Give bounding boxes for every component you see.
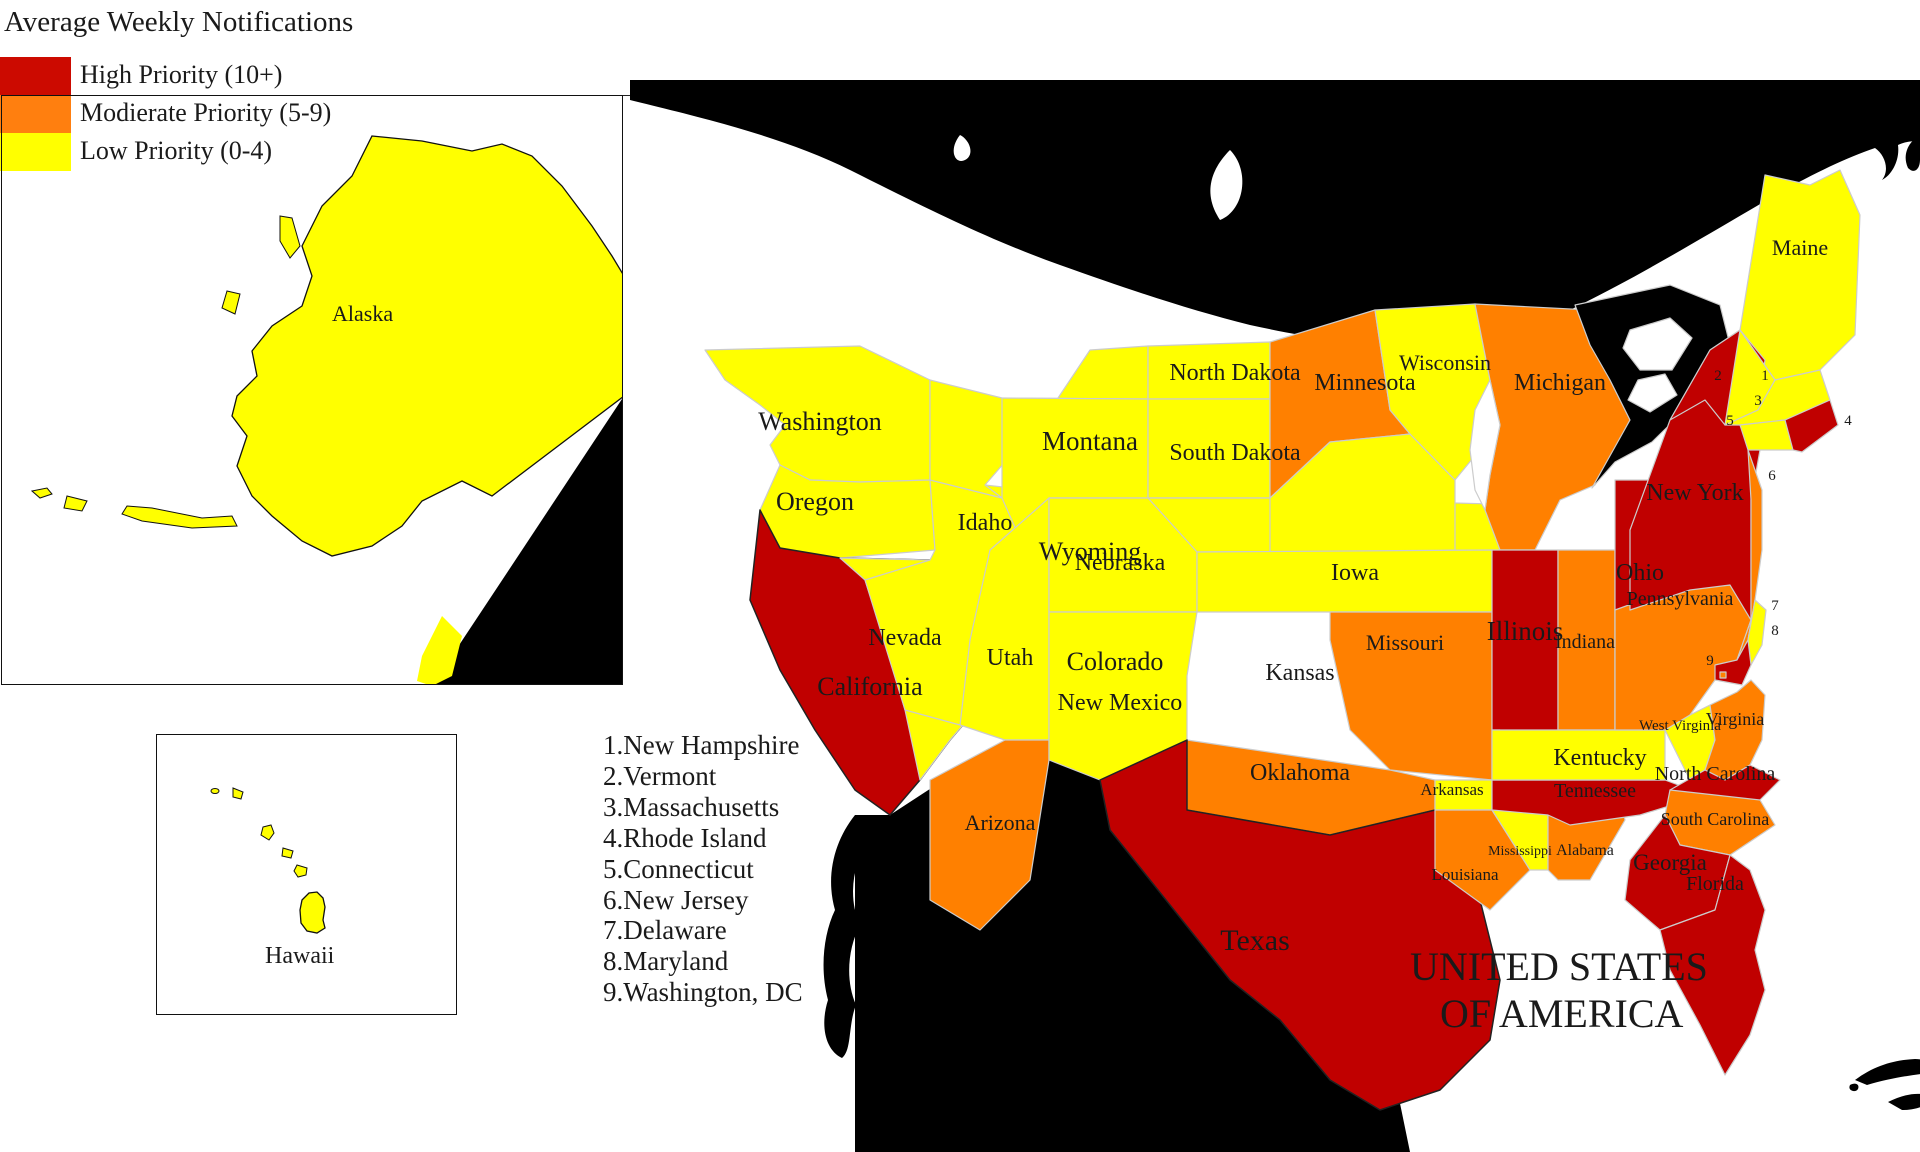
svg-text:Virginia: Virginia bbox=[1706, 709, 1765, 729]
svg-text:Ohio: Ohio bbox=[1616, 560, 1664, 586]
svg-text:Alabama: Alabama bbox=[1556, 842, 1614, 859]
svg-text:7: 7 bbox=[1771, 598, 1779, 614]
svg-text:Missouri: Missouri bbox=[1366, 630, 1444, 655]
svg-text:2: 2 bbox=[1714, 368, 1722, 384]
svg-text:Kansas: Kansas bbox=[1265, 660, 1334, 686]
svg-text:Arkansas: Arkansas bbox=[1420, 780, 1483, 799]
svg-text:Kentucky: Kentucky bbox=[1553, 745, 1646, 771]
svg-text:Texas: Texas bbox=[1220, 924, 1290, 957]
svg-text:Maine: Maine bbox=[1772, 235, 1828, 260]
svg-text:Florida: Florida bbox=[1686, 873, 1744, 895]
svg-text:Alaska: Alaska bbox=[332, 301, 393, 326]
svg-text:UNITED STATES: UNITED STATES bbox=[1410, 944, 1708, 989]
svg-text:Washington: Washington bbox=[758, 407, 882, 436]
svg-text:Tennessee: Tennessee bbox=[1554, 780, 1636, 802]
svg-text:9: 9 bbox=[1706, 653, 1714, 669]
svg-text:Michigan: Michigan bbox=[1514, 370, 1606, 396]
svg-text:North Dakota: North Dakota bbox=[1169, 360, 1301, 386]
svg-text:Mississippi: Mississippi bbox=[1488, 844, 1552, 859]
svg-text:Oregon: Oregon bbox=[776, 487, 854, 516]
svg-text:Iowa: Iowa bbox=[1331, 560, 1379, 586]
svg-text:5: 5 bbox=[1726, 413, 1734, 429]
svg-text:Hawaii: Hawaii bbox=[265, 943, 335, 969]
svg-text:Oklahoma: Oklahoma bbox=[1250, 760, 1350, 786]
svg-text:4: 4 bbox=[1844, 413, 1852, 429]
svg-text:Utah: Utah bbox=[987, 645, 1034, 671]
svg-text:Colorado: Colorado bbox=[1067, 647, 1164, 676]
svg-text:New York: New York bbox=[1646, 480, 1743, 506]
svg-text:South Carolina: South Carolina bbox=[1661, 809, 1770, 829]
svg-text:North Carolina: North Carolina bbox=[1655, 763, 1776, 785]
svg-text:South Dakota: South Dakota bbox=[1169, 440, 1301, 466]
svg-text:Pennsylvania: Pennsylvania bbox=[1627, 588, 1734, 610]
svg-text:California: California bbox=[817, 672, 923, 701]
svg-text:Nevada: Nevada bbox=[868, 625, 942, 651]
svg-text:3: 3 bbox=[1754, 393, 1762, 409]
svg-text:8: 8 bbox=[1771, 623, 1779, 639]
svg-text:Idaho: Idaho bbox=[958, 510, 1013, 536]
svg-text:Louisiana: Louisiana bbox=[1431, 865, 1498, 884]
svg-text:Indiana: Indiana bbox=[1555, 631, 1615, 653]
svg-text:Georgia: Georgia bbox=[1633, 850, 1707, 875]
svg-text:Arizona: Arizona bbox=[965, 810, 1036, 835]
svg-text:Wisconsin: Wisconsin bbox=[1399, 350, 1491, 375]
svg-text:New Mexico: New Mexico bbox=[1058, 690, 1183, 716]
svg-text:6: 6 bbox=[1768, 468, 1776, 484]
svg-text:Nebraska: Nebraska bbox=[1075, 550, 1166, 576]
svg-text:1: 1 bbox=[1761, 368, 1769, 384]
svg-text:Illinois: Illinois bbox=[1487, 616, 1564, 646]
svg-text:Montana: Montana bbox=[1042, 426, 1138, 456]
svg-text:OF AMERICA: OF AMERICA bbox=[1440, 991, 1683, 1036]
